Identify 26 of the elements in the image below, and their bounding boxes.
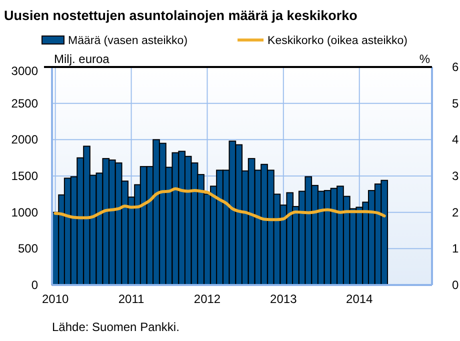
x-tick-label: 2010 bbox=[42, 292, 69, 306]
y-tick-label: 0 bbox=[31, 278, 38, 292]
text: Lähde: Suomen Pankki. bbox=[52, 320, 180, 334]
x-tick-label: 2012 bbox=[194, 292, 221, 306]
y-axis-title: Milj. euroa bbox=[54, 52, 110, 66]
y-tick-label: 1000 bbox=[11, 205, 38, 220]
y2-tick-label: 6 bbox=[452, 60, 459, 74]
y-tick-label: 2000 bbox=[11, 132, 38, 147]
chart-title: Uusien nostettujen asuntolainojen määrä ja keskikorko bbox=[4, 8, 358, 23]
y-tick-label: 3000 bbox=[11, 64, 38, 78]
y2-tick-label: 0 bbox=[452, 278, 459, 292]
y2-tick-label: 3 bbox=[452, 169, 459, 183]
legend-label: Määrä (vasen asteikko) bbox=[68, 35, 188, 47]
y2-tick-label: 2 bbox=[452, 205, 459, 220]
y2-tick-label: 5 bbox=[452, 96, 459, 110]
y2-axis-title: % bbox=[419, 52, 430, 66]
x-tick-label: 2014 bbox=[346, 292, 374, 306]
legend-label: Keskikorko (oikea asteikko) bbox=[268, 35, 408, 47]
y-tick-label: 1500 bbox=[11, 169, 38, 183]
y2-tick-label: 1 bbox=[452, 242, 459, 256]
y2-tick-label: 4 bbox=[452, 132, 459, 147]
x-tick-label: 2011 bbox=[118, 292, 145, 306]
y-tick-label: 2500 bbox=[11, 96, 38, 110]
line-series bbox=[54, 187, 386, 222]
x-tick-label: 2013 bbox=[270, 292, 298, 306]
y-tick-label: 500 bbox=[18, 242, 38, 256]
